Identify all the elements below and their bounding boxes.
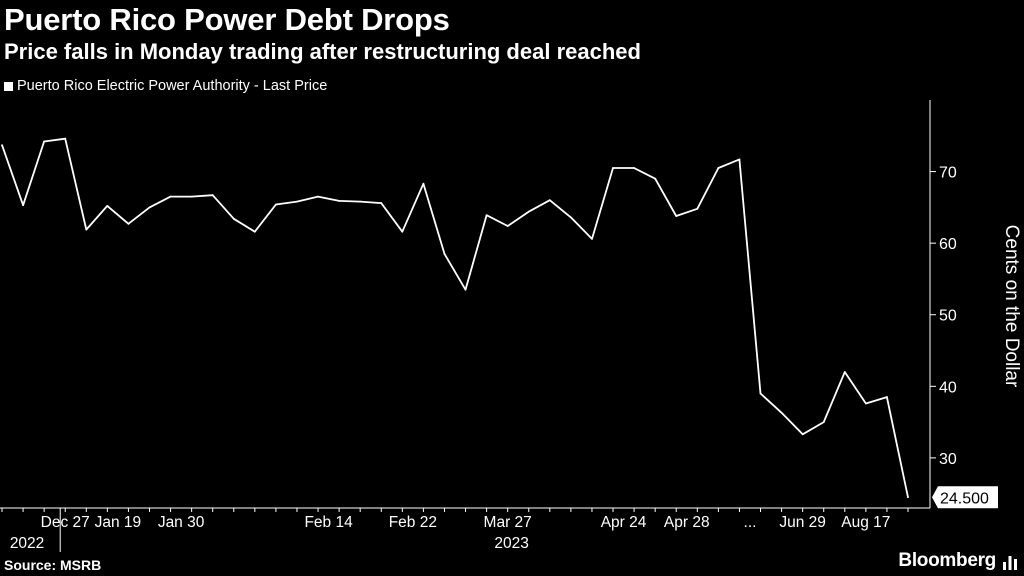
data-point <box>548 199 551 202</box>
x-tick-label: Jan 30 <box>158 514 205 531</box>
legend-swatch <box>4 81 13 91</box>
data-point <box>253 230 256 233</box>
x-tick-label: Feb 14 <box>304 514 353 531</box>
data-point <box>148 206 151 209</box>
data-point <box>780 411 783 414</box>
axis-labels: 30 40 50 60 70 Cents on the Dollar Dec 27 Jan 1… <box>10 165 1022 552</box>
data-point <box>443 252 446 255</box>
bar-chart-icon <box>1003 556 1017 570</box>
data-point <box>506 225 509 227</box>
data-point <box>64 137 67 140</box>
data-point <box>190 195 193 198</box>
data-point <box>886 396 888 398</box>
data-point <box>907 496 909 499</box>
price-line <box>1 137 909 498</box>
x-tick-label: Apr 24 <box>601 514 647 531</box>
data-point <box>464 288 467 291</box>
data-point <box>106 205 109 207</box>
data-point <box>275 203 277 206</box>
axes <box>0 100 936 552</box>
data-point <box>232 217 235 220</box>
y-tick-label: 70 <box>939 165 957 182</box>
chart-title: Puerto Rico Power Debt Drops <box>4 2 450 37</box>
data-point <box>843 371 846 373</box>
x-year-label: 2023 <box>494 535 528 552</box>
chart-subtitle: Price falls in Monday trading after rest… <box>4 39 641 64</box>
data-point <box>696 207 699 210</box>
x-tick-label: Dec 27 <box>41 514 90 531</box>
data-point <box>1 144 3 146</box>
data-point <box>591 237 593 240</box>
data-point <box>169 195 172 198</box>
x-tick-label: Jun 29 <box>779 514 826 531</box>
data-point <box>717 167 720 169</box>
y-tick-label: 30 <box>939 451 957 468</box>
y-tick-label: 40 <box>939 379 957 396</box>
data-point <box>485 214 488 217</box>
legend-label: Puerto Rico Electric Power Authority - L… <box>17 78 328 94</box>
data-point <box>822 421 825 424</box>
data-point <box>527 210 530 213</box>
data-point <box>864 402 867 405</box>
x-tick-label: ... <box>744 514 757 531</box>
data-point <box>338 200 341 202</box>
data-point <box>211 194 214 197</box>
y-axis-title: Cents on the Dollar <box>1001 225 1022 388</box>
data-point <box>738 158 741 161</box>
data-point <box>759 392 762 395</box>
data-point <box>422 182 425 185</box>
y-tick-label: 60 <box>939 236 957 253</box>
x-tick-label: Apr 28 <box>664 514 710 531</box>
data-point <box>654 177 657 180</box>
x-year-label: 2022 <box>10 535 44 552</box>
x-tick-label: Feb 22 <box>389 514 437 531</box>
last-value-callout <box>932 486 998 509</box>
data-point <box>85 228 88 231</box>
data-point <box>296 200 298 203</box>
data-point <box>612 167 614 169</box>
data-point <box>569 216 572 219</box>
data-point <box>317 195 319 198</box>
series-layer <box>1 137 909 499</box>
legend: Puerto Rico Electric Power Authority - L… <box>4 78 327 94</box>
x-tick-label: Mar 27 <box>484 514 532 531</box>
data-point <box>675 215 678 217</box>
x-tick-label: Jan 19 <box>95 514 142 531</box>
data-point <box>22 204 24 207</box>
y-tick-label: 50 <box>939 308 957 325</box>
data-point <box>401 230 404 233</box>
data-point <box>380 202 383 204</box>
data-point <box>43 140 46 143</box>
data-point <box>359 200 362 203</box>
x-tick-label: Aug 17 <box>841 514 890 531</box>
bloomberg-logo: Bloomberg <box>898 550 996 571</box>
last-value-label: 24.500 <box>940 490 989 507</box>
source-note: Source: MSRB <box>4 557 102 573</box>
data-point <box>801 433 804 436</box>
data-point <box>633 167 635 169</box>
data-point <box>127 222 130 225</box>
